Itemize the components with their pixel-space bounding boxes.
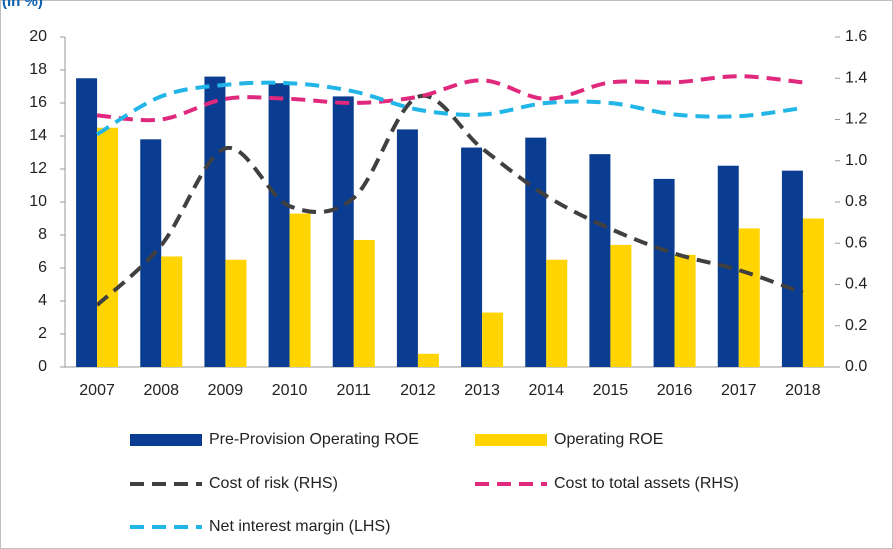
x-tick-label: 2014 xyxy=(528,382,564,399)
bar xyxy=(289,213,311,367)
y-tick-label: 8 xyxy=(38,226,47,243)
legend-label: Operating ROE xyxy=(554,431,663,448)
y-tick-label: 14 xyxy=(29,127,47,144)
bar xyxy=(610,244,632,367)
bar xyxy=(417,353,439,367)
legend-swatch xyxy=(475,434,547,446)
bar xyxy=(738,228,760,367)
chart-title: (in %) xyxy=(2,0,43,10)
y2-tick-label: 0.0 xyxy=(845,358,867,375)
line xyxy=(96,80,804,137)
line xyxy=(96,74,804,123)
y-tick-label: 4 xyxy=(38,292,47,309)
bar xyxy=(140,139,162,367)
bar xyxy=(353,239,375,367)
y-tick-label: 12 xyxy=(29,160,47,177)
x-tick-label: 2007 xyxy=(79,382,115,399)
x-tick-label: 2012 xyxy=(400,382,436,399)
bar xyxy=(225,259,247,367)
bar xyxy=(461,147,483,367)
bar xyxy=(268,83,290,367)
y2-tick-label: 0.6 xyxy=(845,234,867,251)
bar xyxy=(546,259,568,367)
x-tick-label: 2011 xyxy=(337,382,372,399)
bar xyxy=(482,312,504,367)
y2-tick-label: 1.4 xyxy=(845,69,867,86)
y-tick-label: 0 xyxy=(38,358,47,375)
bar xyxy=(525,137,547,367)
y-tick-label: 2 xyxy=(38,325,47,342)
bar xyxy=(396,129,418,367)
y2-tick-label: 1.6 xyxy=(845,28,867,45)
x-tick-label: 2010 xyxy=(272,382,308,399)
y2-tick-label: 1.0 xyxy=(845,152,867,169)
y-tick-label: 18 xyxy=(29,61,47,78)
y-tick-label: 6 xyxy=(38,259,47,276)
x-tick-label: 2015 xyxy=(593,382,629,399)
bar xyxy=(653,178,675,367)
x-tick-label: 2016 xyxy=(657,382,693,399)
y-tick-label: 16 xyxy=(29,94,47,111)
bar xyxy=(76,78,98,367)
y2-tick-label: 0.2 xyxy=(845,317,867,334)
legend-label: Cost to total assets (RHS) xyxy=(554,475,739,492)
y-tick-label: 10 xyxy=(29,193,47,210)
x-tick-label: 2017 xyxy=(721,382,757,399)
bar xyxy=(332,96,354,368)
legend-label: Cost of risk (RHS) xyxy=(209,475,338,492)
bar xyxy=(161,256,183,367)
line xyxy=(95,93,804,307)
x-tick-label: 2009 xyxy=(208,382,244,399)
bar xyxy=(674,254,696,367)
y2-tick-label: 0.8 xyxy=(845,193,867,210)
x-tick-label: 2018 xyxy=(785,382,821,399)
legend-swatch xyxy=(130,434,202,446)
legend-label: Pre-Provision Operating ROE xyxy=(209,431,419,448)
x-tick-label: 2008 xyxy=(143,382,179,399)
bar xyxy=(589,154,611,367)
bar xyxy=(97,127,119,367)
bar xyxy=(802,218,824,367)
y-tick-label: 20 xyxy=(29,28,47,45)
y2-tick-label: 0.4 xyxy=(845,276,867,293)
x-tick-label: 2013 xyxy=(464,382,500,399)
legend-label: Net interest margin (LHS) xyxy=(209,518,390,535)
bar xyxy=(204,76,226,367)
bar xyxy=(781,170,803,367)
y2-tick-label: 1.2 xyxy=(845,111,867,128)
